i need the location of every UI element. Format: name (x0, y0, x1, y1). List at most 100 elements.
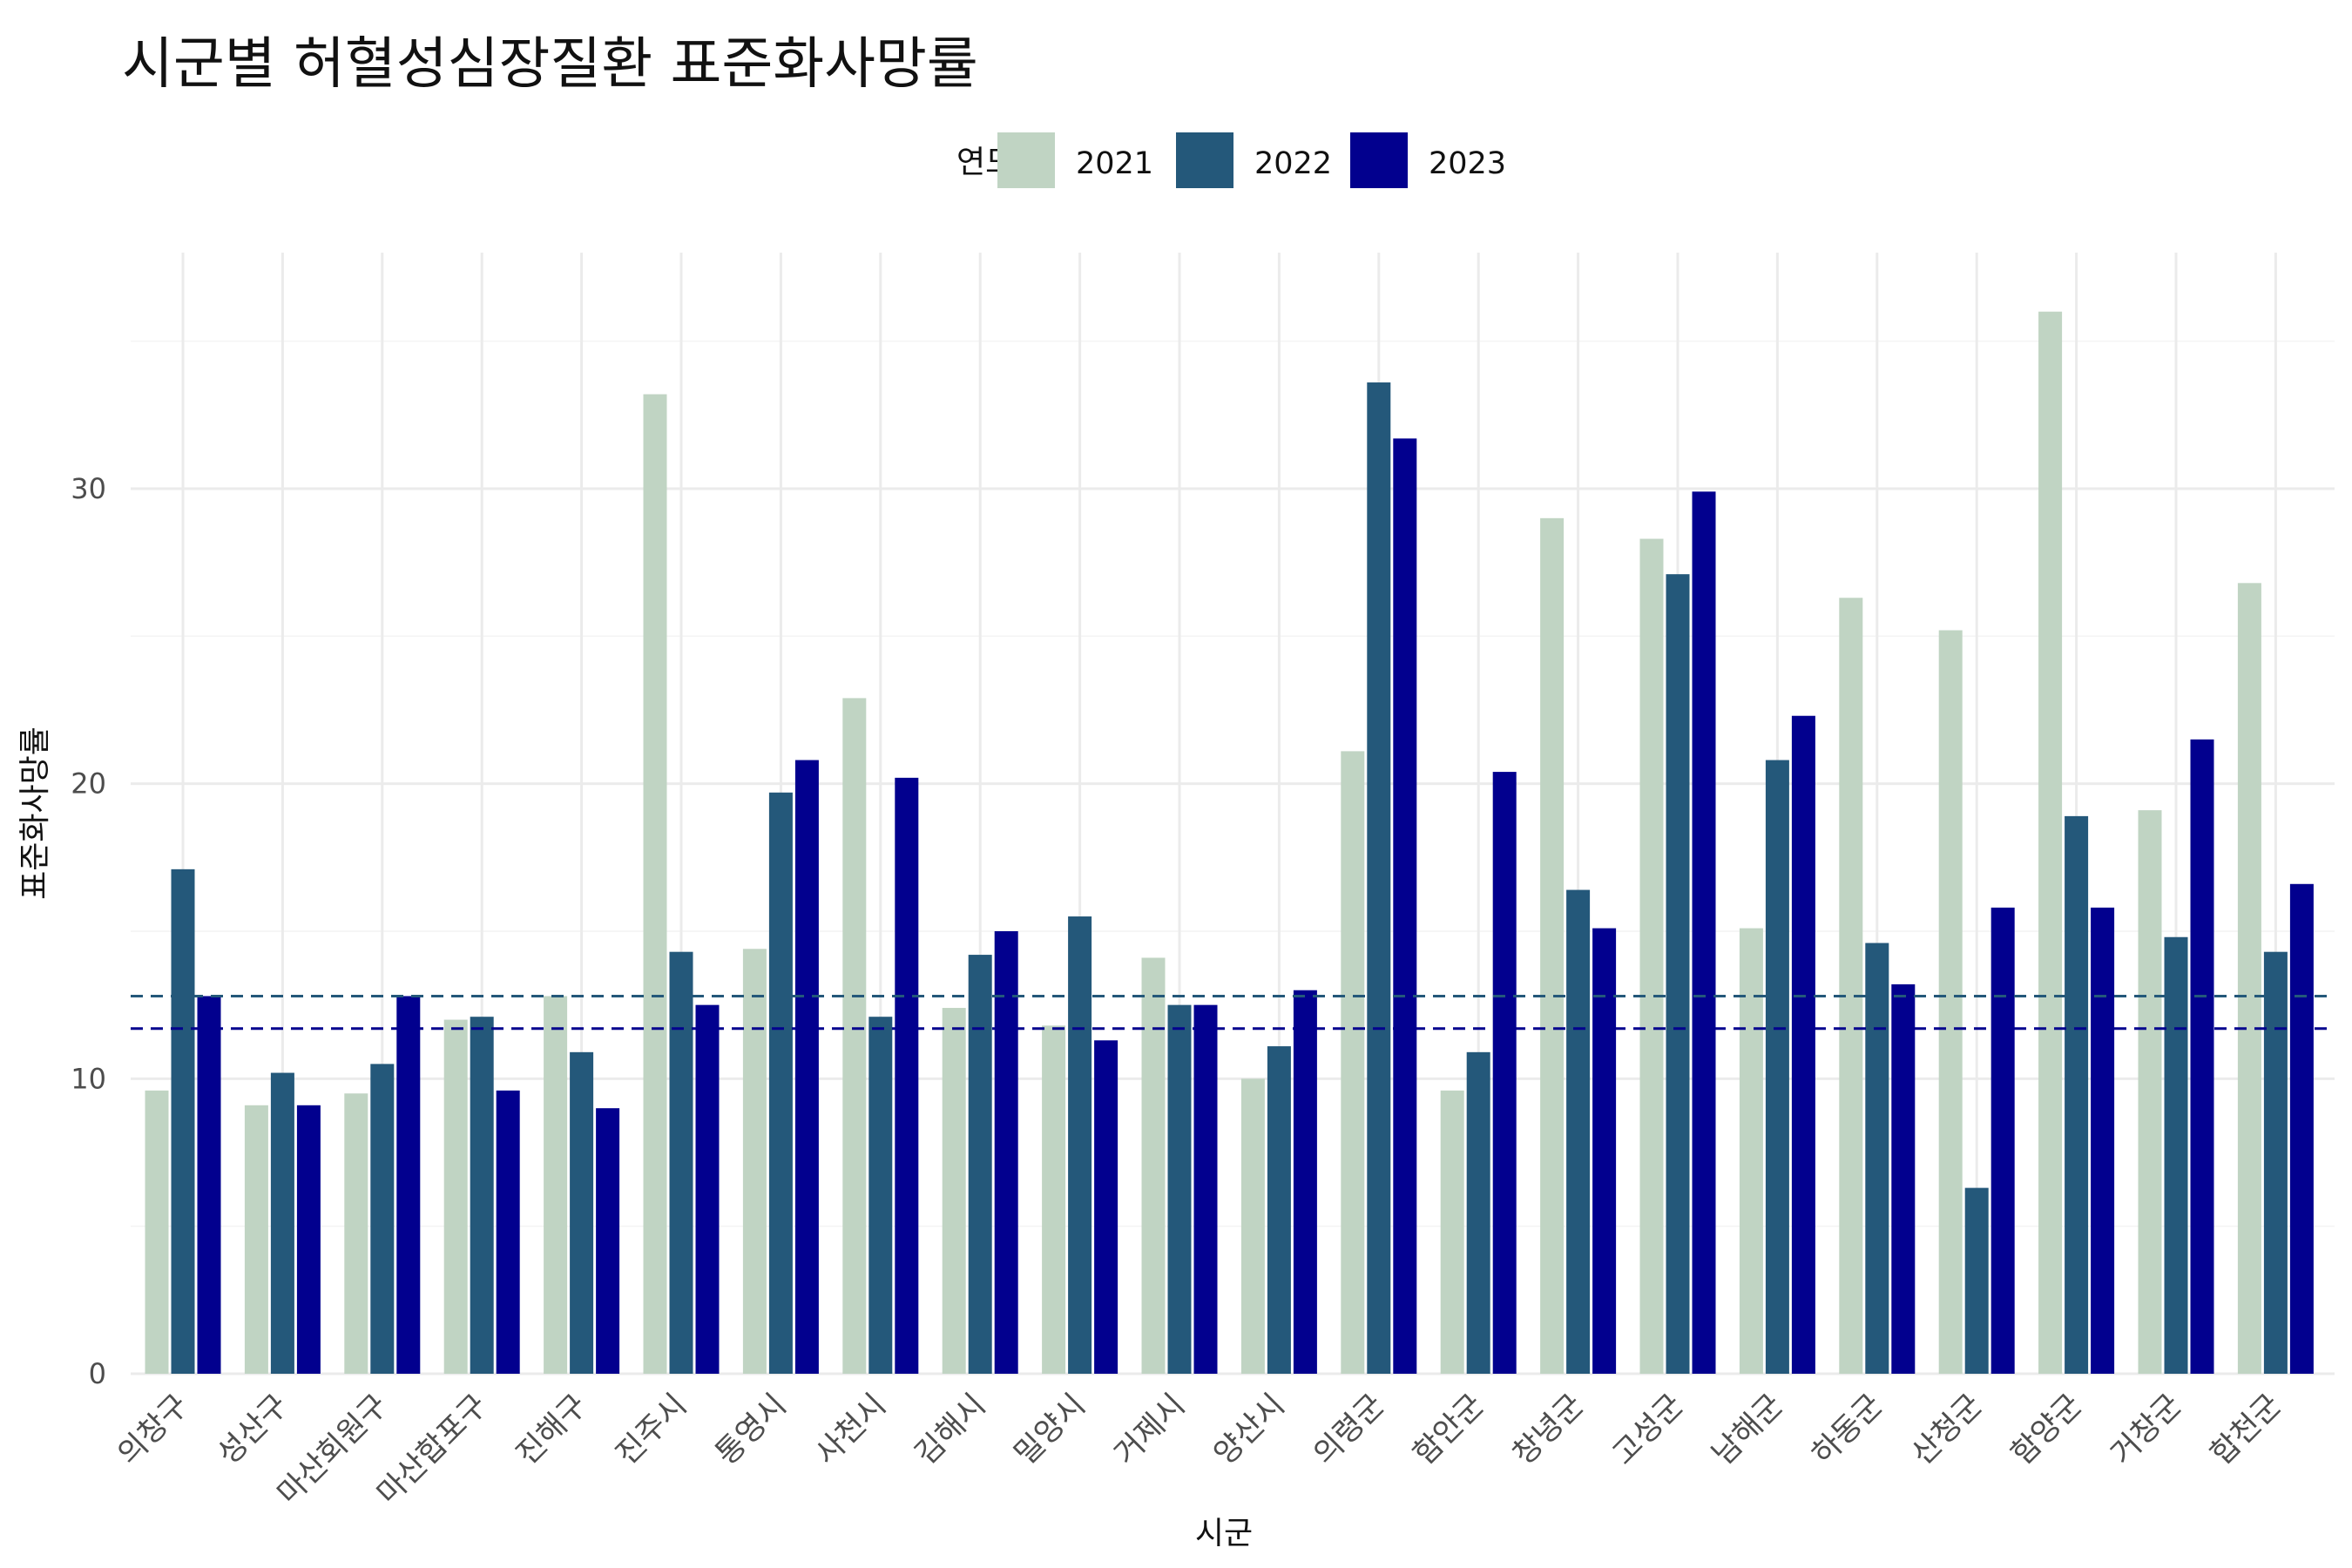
bar-2023-진주시 (695, 1004, 720, 1374)
bar-2021-성산구 (244, 1105, 268, 1374)
bar-2021-사천시 (842, 698, 867, 1374)
bar-2023-고성군 (1692, 491, 1716, 1374)
bar-2021-마산회원구 (344, 1093, 368, 1374)
x-tick-label: 의령군 (1308, 1388, 1392, 1472)
bar-2021-진주시 (643, 394, 667, 1375)
bar-2021-김해시 (942, 1008, 966, 1374)
bar-2021-거제시 (1141, 957, 1166, 1374)
bar-2022-마산합포구 (470, 1017, 494, 1374)
bar-2021-거창군 (2138, 810, 2162, 1374)
bar-2022-의창구 (171, 868, 195, 1374)
legend-key-2021 (997, 132, 1055, 188)
bar-2022-통영시 (768, 792, 793, 1374)
bar-2023-마산합포구 (496, 1090, 520, 1374)
bar-2023-산청군 (1990, 907, 2015, 1374)
bar-2022-성산구 (270, 1072, 294, 1374)
bar-2021-창녕군 (1540, 517, 1565, 1374)
bar-2021-통영시 (742, 949, 767, 1374)
bar-2023-통영시 (794, 760, 819, 1374)
bar-2021-의창구 (145, 1090, 169, 1374)
reference-lines (131, 994, 2335, 1031)
bar-2021-산청군 (1938, 630, 1963, 1374)
x-tick-label: 산청군 (1905, 1388, 1990, 1472)
bar-2023-양산시 (1293, 990, 1317, 1374)
x-tick-label: 의창구 (112, 1388, 196, 1472)
bar-2021-양산시 (1240, 1078, 1265, 1374)
bar-2022-밀양시 (1068, 916, 1092, 1374)
bar-2023-남해군 (1791, 715, 1815, 1374)
bar-2021-고성군 (1639, 538, 1664, 1374)
y-tick-label: 20 (71, 767, 106, 801)
bar-2023-성산구 (296, 1105, 321, 1374)
legend: 연도 2021 2022 2023 (956, 132, 1506, 188)
x-tick-label: 함안군 (1407, 1388, 1491, 1472)
bar-2022-창녕군 (1566, 889, 1591, 1374)
x-tick-label: 밀양시 (1008, 1388, 1092, 1472)
x-tick-label: 고성군 (1606, 1388, 1691, 1472)
x-axis-title: 시군 (1195, 1516, 1253, 1551)
bar-2021-하동군 (1839, 598, 1863, 1374)
x-tick-label: 진주시 (610, 1388, 694, 1472)
bar-2021-합천군 (2237, 583, 2261, 1374)
legend-label-2023: 2023 (1429, 146, 1506, 181)
x-tick-label: 김해시 (909, 1388, 993, 1472)
bar-2022-하동군 (1865, 943, 1889, 1374)
legend-label-2021: 2021 (1076, 146, 1153, 181)
y-tick-label: 10 (71, 1062, 106, 1095)
x-tick-label: 거제시 (1108, 1388, 1193, 1472)
x-tick-label: 하동군 (1806, 1388, 1890, 1472)
x-tick-label: 창녕군 (1506, 1388, 1591, 1472)
bar-2023-합천군 (2289, 883, 2314, 1374)
bar-2022-남해군 (1765, 760, 1789, 1374)
bar-2022-고성군 (1666, 574, 1690, 1374)
bar-2022-합천군 (2263, 951, 2288, 1374)
bar-2022-사천시 (868, 1017, 893, 1374)
bar-2023-함안군 (1492, 772, 1517, 1374)
bar-2021-함안군 (1440, 1090, 1464, 1374)
legend-label-2022: 2022 (1254, 146, 1332, 181)
chart-title: 시군별 허혈성심장질환 표준화사망률 (122, 32, 978, 97)
x-tick-label: 남해군 (1706, 1388, 1790, 1472)
x-tick-label: 합천군 (2204, 1388, 2288, 1472)
bar-2023-창녕군 (1592, 928, 1617, 1374)
bar-2023-의창구 (197, 996, 221, 1374)
x-tick-label: 진해구 (510, 1388, 594, 1472)
bar-2022-함양군 (2065, 815, 2089, 1374)
bar-2023-거창군 (2190, 739, 2214, 1374)
x-tick-label: 사천시 (809, 1388, 894, 1472)
x-tick-label: 함양군 (2004, 1388, 2089, 1472)
bar-2023-마산회원구 (396, 996, 421, 1374)
bars (145, 311, 2314, 1375)
x-tick-label: 양산시 (1207, 1388, 1292, 1472)
bar-2021-함양군 (2038, 311, 2063, 1375)
bar-2022-거창군 (2164, 936, 2188, 1374)
legend-key-2022 (1176, 132, 1233, 188)
bar-2022-진해구 (570, 1051, 594, 1374)
bar-2022-양산시 (1267, 1046, 1291, 1374)
y-tick-label: 0 (89, 1357, 106, 1390)
legend-key-2023 (1350, 132, 1408, 188)
bar-2022-함안군 (1466, 1051, 1490, 1374)
bar-2021-진해구 (544, 996, 568, 1374)
bar-2021-남해군 (1739, 928, 1763, 1374)
bar-2022-거제시 (1167, 1004, 1192, 1374)
bar-2021-마산합포구 (443, 1019, 468, 1374)
bar-2023-함양군 (2091, 907, 2115, 1374)
x-tick-label: 마산합포구 (370, 1388, 494, 1511)
bar-2022-진주시 (669, 951, 693, 1374)
bar-2023-진해구 (596, 1108, 620, 1374)
bar-2021-밀양시 (1042, 1025, 1066, 1374)
y-axis-title: 표준화사망률 (17, 727, 53, 900)
bar-2023-거제시 (1193, 1004, 1218, 1374)
bar-2023-밀양시 (1094, 1040, 1119, 1374)
bar-2023-하동군 (1891, 983, 1916, 1374)
bar-2021-의령군 (1341, 751, 1365, 1374)
y-tick-label: 30 (71, 472, 106, 505)
bar-2023-사천시 (895, 777, 919, 1374)
bar-2022-마산회원구 (370, 1064, 395, 1374)
x-tick-label: 통영시 (709, 1388, 794, 1472)
bar-2022-의령군 (1367, 382, 1391, 1375)
x-tick-label: 거창군 (2105, 1388, 2189, 1472)
bar-2022-김해시 (968, 955, 992, 1374)
